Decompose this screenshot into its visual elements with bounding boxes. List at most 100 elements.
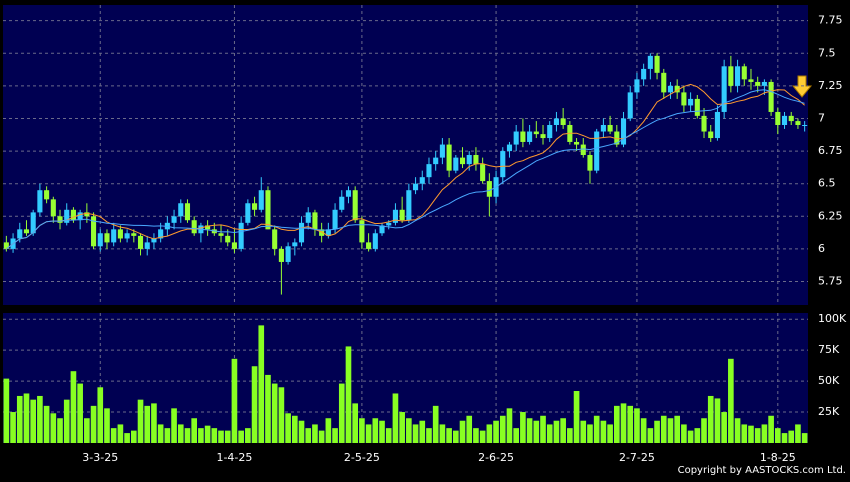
volume-bar — [399, 412, 405, 443]
candle-body — [366, 242, 372, 249]
candle-body — [654, 55, 660, 73]
candle-body — [231, 242, 237, 249]
candle-body — [97, 233, 103, 247]
candle-body — [158, 229, 164, 239]
volume-bar — [707, 395, 714, 443]
volume-bar — [667, 418, 674, 443]
volume-bar — [748, 425, 754, 443]
volume-bar — [540, 415, 546, 443]
volume-bar — [721, 412, 727, 443]
volume-bar — [251, 366, 258, 443]
candle-body — [30, 212, 36, 234]
candle-body — [278, 248, 284, 262]
candle-body — [459, 157, 466, 165]
volume-bar — [781, 433, 788, 443]
volume-bar — [754, 428, 761, 443]
volume-bar — [593, 415, 600, 443]
y-tick-label: 7 — [818, 111, 825, 124]
volume-tick-label: 75K — [818, 343, 840, 356]
y-tick-label: 6.25 — [818, 209, 843, 222]
volume-bar — [728, 358, 734, 443]
candle-body — [721, 66, 727, 112]
volume-bar — [278, 387, 285, 443]
candle-body — [728, 66, 734, 86]
candle-body — [399, 209, 405, 221]
candle-body — [50, 199, 56, 217]
volume-tick-label: 25K — [818, 405, 840, 418]
volume-bar — [265, 374, 271, 443]
volume-bar — [151, 403, 157, 443]
volume-bar — [499, 415, 506, 443]
candle-body — [781, 115, 788, 125]
volume-bar — [432, 405, 439, 443]
candle-body — [124, 233, 130, 239]
volume-bar — [3, 378, 10, 443]
volume-bar — [520, 412, 526, 443]
volume-bar — [84, 418, 90, 443]
volume-bar — [379, 420, 385, 443]
volume-bar — [104, 408, 110, 443]
volume-bar — [110, 428, 117, 443]
candle-body — [574, 141, 580, 145]
candle-body — [439, 144, 445, 158]
volume-bar — [412, 424, 419, 443]
volume-bar — [338, 383, 345, 443]
volume-bar — [50, 413, 57, 443]
candle-body — [84, 212, 90, 217]
candle-body — [386, 222, 392, 226]
candle-body — [345, 190, 352, 197]
volume-bar — [600, 420, 607, 443]
candle-body — [735, 66, 741, 86]
candle-body — [44, 190, 50, 200]
candle-body — [111, 229, 117, 243]
candle-body — [252, 203, 258, 210]
candle-body — [480, 164, 486, 182]
candle-body — [17, 229, 23, 239]
volume-bar — [63, 399, 70, 443]
candle-body — [23, 229, 30, 234]
x-tick-label: 1-4-25 — [216, 451, 252, 464]
volume-bar — [157, 424, 164, 443]
volume-bar — [43, 405, 50, 443]
volume-bar — [426, 428, 432, 443]
volume-bar — [164, 428, 171, 443]
volume-bar — [486, 424, 493, 443]
volume-bar — [761, 424, 768, 443]
volume-bar — [191, 418, 198, 443]
candle-body — [117, 229, 123, 239]
candle-body — [359, 220, 365, 243]
volume-bar — [493, 420, 499, 443]
candle-body — [594, 131, 600, 171]
candle-body — [352, 190, 358, 221]
candle-body — [339, 196, 345, 210]
volume-bar — [231, 358, 238, 443]
volume-bar — [406, 418, 412, 443]
candle-body — [647, 55, 653, 69]
volume-bar — [211, 428, 218, 443]
y-tick-label: 5.75 — [818, 275, 843, 288]
volume-bar — [553, 420, 560, 443]
candle-body — [292, 242, 298, 247]
candle-body — [607, 125, 613, 132]
candle-body — [667, 85, 674, 93]
candle-body — [600, 125, 606, 132]
volume-bar — [473, 428, 479, 443]
x-tick-label: 2-5-25 — [344, 451, 380, 464]
volume-bar — [218, 430, 224, 443]
candle-body — [513, 131, 519, 145]
candle-body — [413, 183, 419, 191]
volume-bar — [419, 420, 426, 443]
candle-body — [70, 209, 76, 221]
volume-bar — [171, 408, 177, 443]
volume-bar — [392, 393, 399, 443]
candle-body — [768, 81, 774, 112]
volume-bar — [271, 383, 278, 443]
candle-body — [587, 155, 593, 171]
volume-bar — [506, 408, 513, 443]
candle-body — [641, 68, 647, 80]
candle-body — [540, 134, 546, 139]
candle-body — [218, 233, 224, 236]
candle-body — [527, 131, 533, 142]
candle-body — [701, 115, 707, 132]
